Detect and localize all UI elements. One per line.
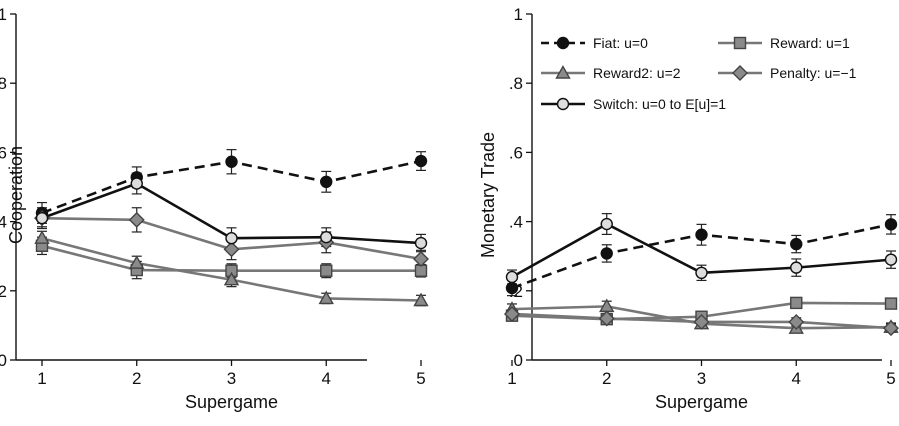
- y-tick-label: .2: [0, 282, 7, 301]
- x-tick-label: 4: [322, 369, 331, 388]
- data-point-penalty-u-1: [223, 241, 240, 258]
- y-tick-label: 0: [0, 351, 7, 370]
- legend-label: Reward2: u=2: [593, 65, 681, 81]
- y-tick-label: .4: [509, 213, 523, 232]
- data-point-switch-u-0-to-e-u-1: [884, 253, 898, 266]
- legend-marker: [555, 65, 571, 79]
- x-tick-label: 3: [227, 369, 236, 388]
- y-tick-label: .4: [0, 213, 7, 232]
- x-axis-title: Supergame: [655, 392, 748, 412]
- x-tick-label: 3: [697, 369, 706, 388]
- data-point-switch-u-0-to-e-u-1: [35, 211, 49, 225]
- x-tick-label: 2: [602, 369, 611, 388]
- data-point-penalty-u-1: [504, 305, 520, 322]
- data-point-penalty-u-1: [693, 313, 710, 330]
- data-point-switch-u-0-to-e-u-1: [695, 266, 708, 280]
- x-axis-title: Supergame: [185, 392, 278, 412]
- data-point-penalty-u-1: [883, 320, 899, 337]
- data-point-reward2-u-2: [318, 290, 334, 305]
- y-axis-title: Monetary Trade: [478, 132, 498, 258]
- legend-label: Penalty: u=−1: [770, 65, 857, 81]
- legend-label: Switch: u=0 to E[u]=1: [593, 96, 726, 112]
- legend-label: Reward: u=1: [770, 35, 850, 51]
- data-point-reward-u-1: [790, 296, 803, 310]
- data-point-fiat-u-0: [695, 228, 708, 241]
- data-point-reward2-u-2: [223, 271, 240, 286]
- data-point-switch-u-0-to-e-u-1: [790, 261, 803, 274]
- data-point-switch-u-0-to-e-u-1: [225, 232, 238, 245]
- legend-marker: [732, 65, 748, 81]
- data-point-switch-u-0-to-e-u-1: [130, 177, 143, 190]
- data-point-fiat-u-0: [884, 218, 898, 231]
- data-point-fiat-u-0: [600, 247, 613, 260]
- y-tick-label: 0: [514, 351, 523, 370]
- x-tick-label: 1: [37, 369, 46, 388]
- series-fiat-u-0: [507, 214, 896, 297]
- data-point-penalty-u-1: [788, 313, 805, 330]
- data-point-reward2-u-2: [34, 230, 50, 244]
- y-tick-label: .8: [0, 74, 7, 93]
- x-tick-label: 1: [507, 369, 516, 388]
- legend-marker: [556, 36, 570, 50]
- data-point-reward2-u-2: [413, 292, 429, 307]
- legend-marker: [556, 97, 570, 111]
- data-point-switch-u-0-to-e-u-1: [600, 217, 613, 231]
- panel-1-cooperation: 0 .2 .4 .6 .8 1 1 2 3 4 5 Supergame Cooperation: [0, 5, 429, 412]
- data-point-switch-u-0-to-e-u-1: [414, 236, 428, 250]
- x-tick-label: 5: [886, 369, 895, 388]
- data-point-reward-u-1: [320, 264, 333, 277]
- legend: Fiat: u=0 Reward: u=1 Reward2: u=2 Penalty:…: [541, 35, 857, 112]
- x-tick-label: 5: [416, 369, 425, 388]
- data-point-reward-u-1: [884, 297, 898, 310]
- y-axis-title: Cooperation: [6, 146, 26, 244]
- data-point-fiat-u-0: [790, 237, 803, 251]
- data-point-penalty-u-1: [598, 310, 615, 327]
- y-tick-label: 1: [0, 5, 7, 24]
- x-tick-label: 4: [792, 369, 801, 388]
- y-tick-label: 1: [514, 5, 523, 24]
- data-point-penalty-u-1: [413, 250, 429, 267]
- data-point-fiat-u-0: [320, 175, 333, 189]
- x-tick-label: 2: [132, 369, 141, 388]
- data-point-penalty-u-1: [128, 211, 145, 228]
- legend-label: Fiat: u=0: [593, 35, 648, 51]
- data-point-switch-u-0-to-e-u-1: [505, 270, 519, 284]
- data-point-switch-u-0-to-e-u-1: [320, 230, 333, 244]
- legend-marker: [733, 36, 747, 50]
- y-tick-label: .6: [0, 143, 7, 162]
- data-point-fiat-u-0: [414, 154, 428, 168]
- data-point-fiat-u-0: [225, 155, 238, 168]
- y-tick-label: .6: [509, 143, 523, 162]
- data-point-fiat-u-0: [505, 281, 519, 295]
- y-tick-label: .8: [509, 74, 523, 93]
- data-point-reward2-u-2: [129, 255, 145, 269]
